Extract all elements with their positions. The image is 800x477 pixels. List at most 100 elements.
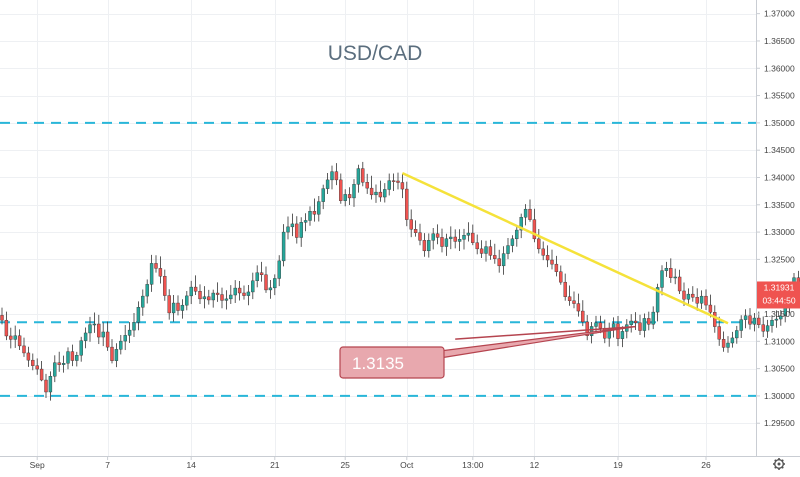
chart-title: USD/CAD xyxy=(328,42,423,65)
candle-body xyxy=(674,277,677,278)
y-tick-label: 1.34500 xyxy=(764,145,795,155)
candle-body xyxy=(58,363,61,365)
y-tick-label: 1.35000 xyxy=(764,118,795,128)
candle-body xyxy=(722,339,725,347)
candle-body xyxy=(106,332,109,347)
candle-body xyxy=(441,237,444,246)
candle-body xyxy=(243,293,246,296)
candle-body xyxy=(449,237,452,239)
candle-body xyxy=(599,323,602,328)
candle-body xyxy=(212,293,215,300)
candle-body xyxy=(713,312,716,326)
y-tick-label: 1.36500 xyxy=(764,36,795,46)
current-price-text: 1.31931 xyxy=(764,282,795,292)
candle-body xyxy=(361,169,364,183)
candle-body xyxy=(256,273,259,281)
candle-body xyxy=(665,268,668,270)
candle-body xyxy=(375,192,378,195)
candle-body xyxy=(427,240,430,250)
candle-body xyxy=(370,188,373,195)
candle-body xyxy=(9,336,12,339)
candle-body xyxy=(53,363,56,377)
candle-body xyxy=(652,312,655,324)
y-tick-label: 1.33500 xyxy=(764,200,795,210)
candle-body xyxy=(331,172,334,180)
candle-body xyxy=(507,246,510,254)
candle-body xyxy=(410,220,413,230)
candle-body xyxy=(581,311,584,322)
candle-body xyxy=(705,296,708,305)
candle-body xyxy=(225,299,228,301)
candle-body xyxy=(476,243,479,249)
candle-body xyxy=(185,296,188,305)
candle-body xyxy=(221,295,224,301)
candle-body xyxy=(467,233,470,235)
candle-body xyxy=(546,255,549,260)
candle-body xyxy=(282,232,285,261)
candle-body xyxy=(661,271,664,288)
candle-body xyxy=(40,369,43,380)
candle-body xyxy=(207,297,210,300)
candle-body xyxy=(683,291,686,299)
candle-body xyxy=(498,259,501,266)
y-tick-label: 1.30000 xyxy=(764,391,795,401)
y-tick-label: 1.37000 xyxy=(764,9,795,19)
y-tick-label: 1.32500 xyxy=(764,254,795,264)
candle-body xyxy=(691,294,694,297)
candle-body xyxy=(260,273,263,275)
candle-body xyxy=(687,294,690,299)
candle-body xyxy=(269,288,272,290)
candle-body xyxy=(639,323,642,331)
x-tick-label: 7 xyxy=(105,460,110,470)
candle-body xyxy=(366,182,369,188)
candle-body xyxy=(471,233,474,243)
candle-body xyxy=(617,324,620,339)
candle-body xyxy=(247,292,250,296)
candle-body xyxy=(621,331,624,338)
x-tick-label: Oct xyxy=(400,460,414,470)
candle-body xyxy=(89,325,92,333)
gear-tooth xyxy=(775,467,776,468)
settings-gear-icon[interactable] xyxy=(773,458,785,470)
candle-body xyxy=(45,380,48,392)
candle-body xyxy=(313,211,316,214)
candle-body xyxy=(458,239,461,241)
candle-body xyxy=(317,202,320,215)
gear-tooth xyxy=(782,467,783,468)
x-tick-label: 26 xyxy=(701,460,711,470)
candle-body xyxy=(524,209,527,217)
candle-body xyxy=(102,332,105,337)
candle-body xyxy=(234,288,237,295)
candle-body xyxy=(163,276,166,295)
candle-body xyxy=(634,321,637,323)
x-tick-label: 13:00 xyxy=(462,460,484,470)
candle-body xyxy=(80,341,83,356)
current-price-badge: 1.31931 03:44:50 xyxy=(757,281,800,308)
candle-body xyxy=(405,189,408,220)
candle-body xyxy=(515,230,518,239)
candle-body xyxy=(304,220,307,222)
candle-body xyxy=(216,293,219,295)
y-tick-label: 1.35500 xyxy=(764,91,795,101)
y-tick-label: 1.36000 xyxy=(764,63,795,73)
candle-body xyxy=(278,261,281,279)
x-tick-label: 25 xyxy=(340,460,350,470)
candle-body xyxy=(27,353,30,360)
candle-body xyxy=(775,319,778,320)
x-tick-label: 19 xyxy=(613,460,623,470)
candle-body xyxy=(436,234,439,238)
candle-body xyxy=(172,303,175,313)
candle-body xyxy=(379,192,382,197)
candle-body xyxy=(322,189,325,202)
candle-body xyxy=(137,307,140,322)
candle-body xyxy=(115,349,118,360)
candle-body xyxy=(533,220,536,239)
candle-body xyxy=(757,318,760,325)
candle-body xyxy=(229,295,232,299)
candle-body xyxy=(731,338,734,343)
candle-body xyxy=(727,343,730,347)
candle-body xyxy=(643,318,646,330)
candle-body xyxy=(432,234,435,241)
